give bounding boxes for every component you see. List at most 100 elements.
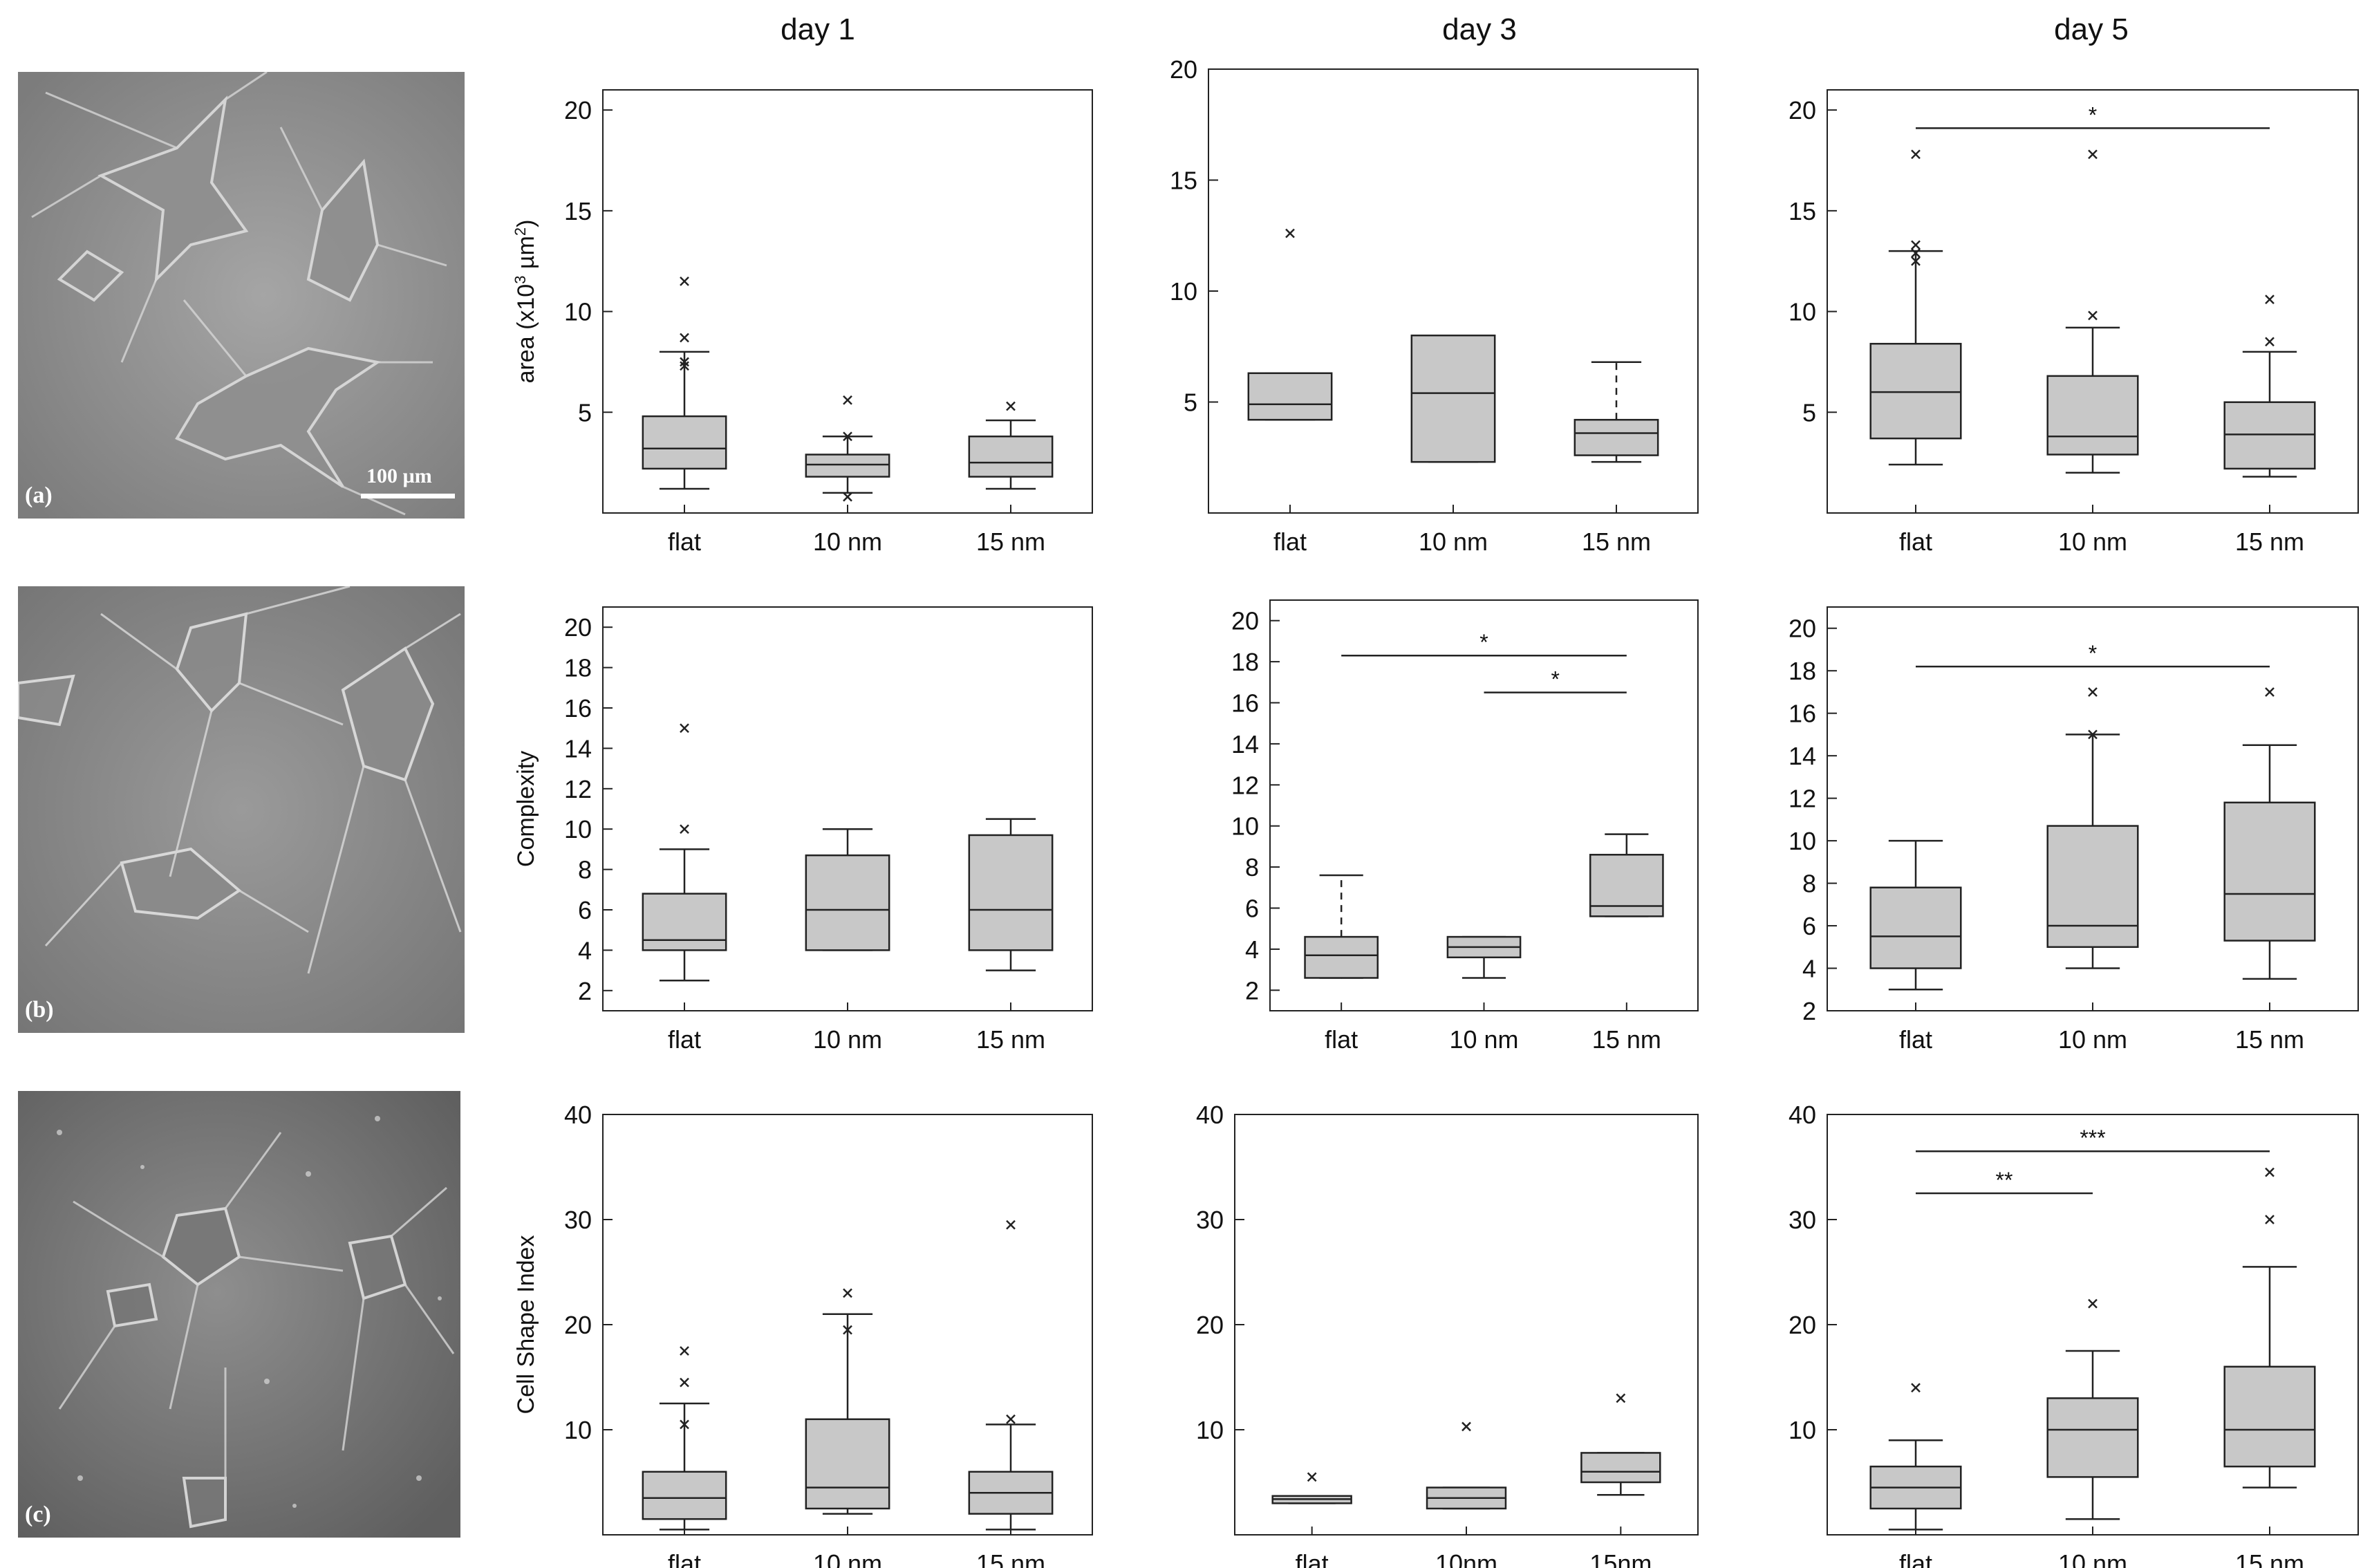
significance-marker: *** [2080,1126,2105,1150]
outlier-marker [1911,149,1921,160]
x-tick-label: 10 nm [813,1549,882,1568]
y-axis-label-part: 3 [512,276,529,284]
y-tick-label: 5 [578,398,592,427]
outlier-marker [2088,310,2098,321]
y-axis-label: area (x103 µm2) [512,220,540,384]
y-tick-label: 20 [1789,615,1816,643]
y-tick-label: 4 [1245,935,1259,964]
y-tick-label: 20 [564,1311,592,1339]
box [2046,1397,2139,1478]
outlier-marker [2265,1215,2275,1224]
outlier-marker [1911,256,1921,266]
x-tick-label: 10 nm [813,528,882,556]
significance-marker: * [1551,667,1559,692]
box [968,436,1054,478]
box-plot-complexity-day-1: 2 4 6 8 10 12 14 16 18 20 flat 10 nm 15 nm Complexity [513,606,1093,1054]
y-tick-label: 2 [1802,997,1816,1025]
y-tick-label: 5 [1802,398,1816,427]
x-tick-label: 15 nm [2235,1549,2304,1568]
x-tick-label: flat [668,528,701,556]
box [968,834,1054,951]
box [642,415,727,470]
x-tick-label: 15 nm [2235,1025,2304,1054]
outlier-marker [1006,1220,1016,1230]
y-tick-label: 20 [564,613,592,642]
y-tick-label: 16 [564,694,592,722]
outlier-marker [680,357,689,367]
x-tick-label: 15nm [1589,1549,1652,1568]
x-tick-label: 10 nm [1419,528,1488,556]
outlier-marker [843,1288,852,1298]
outlier-marker [680,333,689,343]
significance-marker: * [1479,630,1488,655]
significance-marker: * [2089,102,2097,127]
y-tick-label: 10 [564,1416,592,1444]
box [1410,334,1496,463]
box [1580,1452,1661,1484]
x-tick-label: flat [1325,1025,1358,1054]
outlier-marker [843,431,852,442]
y-tick-label: 14 [564,734,592,763]
column-title-day-3: day 3 [1442,12,1517,46]
y-tick-label: 30 [1196,1206,1224,1234]
y-tick-label: 10 [1789,1416,1816,1444]
outlier-marker [680,361,689,371]
scale-bar [361,494,455,498]
y-tick-label: 20 [1196,1311,1224,1339]
box [2046,375,2139,456]
y-tick-label: 8 [1802,870,1816,898]
box [1869,886,1962,969]
y-tick-label: 10 [1170,277,1197,306]
column-title-day-5: day 5 [2054,12,2129,46]
outlier-marker [1462,1421,1471,1432]
box [805,1418,890,1510]
outlier-marker [2265,295,2275,304]
y-tick-label: 20 [1789,1311,1816,1339]
y-tick-label: 18 [564,654,592,682]
y-tick-label: 5 [1184,389,1197,417]
outlier-marker [680,1346,689,1356]
y-tick-label: 15 [1170,167,1197,195]
y-tick-label: 14 [1789,742,1816,770]
y-tick-label: 2 [578,977,592,1005]
y-axis-label-part: 2 [512,227,529,236]
significance-marker: ** [1996,1168,2013,1193]
y-tick-label: 20 [1170,55,1197,84]
outlier-marker [843,395,852,405]
y-tick-label: 18 [1231,648,1259,676]
outlier-marker [680,1377,689,1388]
y-tick-label: 16 [1231,689,1259,718]
x-tick-label: flat [668,1025,701,1054]
x-tick-label: flat [1273,528,1307,556]
outlier-marker [680,1419,689,1430]
outlier-marker [2265,687,2275,697]
outlier-marker [1006,401,1016,411]
cell-image-c [18,1091,460,1538]
box [2223,801,2316,942]
x-tick-label: 10 nm [2058,528,2127,556]
outlier-marker [680,723,689,734]
outlier-marker [843,492,852,502]
box-plot-complexity-day-5: 2 4 6 8 10 12 14 16 18 20 flat 10 nm 15 nm * [1789,606,2359,1054]
y-tick-label: 6 [578,896,592,924]
y-tick-label: 15 [1789,197,1816,225]
y-axis-label: Complexity [513,751,539,867]
y-tick-label: 20 [1231,607,1259,635]
outlier-marker [1616,1393,1626,1403]
box-plot-area-day-3: 5 10 15 20 flat 10 nm 15 nm [1170,55,1699,556]
y-tick-label: 10 [564,815,592,843]
y-tick-label: 6 [1802,912,1816,940]
y-tick-label: 8 [578,856,592,884]
y-tick-label: 20 [1789,96,1816,124]
panel-label-b: (b) [25,997,54,1023]
box [1589,854,1664,917]
y-tick-label: 18 [1789,657,1816,685]
outlier-marker [2088,149,2098,160]
outlier-marker [680,824,689,834]
x-tick-label: flat [1899,528,1932,556]
x-tick-label: 10 nm [813,1025,882,1054]
box [1247,372,1333,421]
y-tick-label: 30 [1789,1206,1816,1234]
y-tick-label: 10 [1789,298,1816,326]
